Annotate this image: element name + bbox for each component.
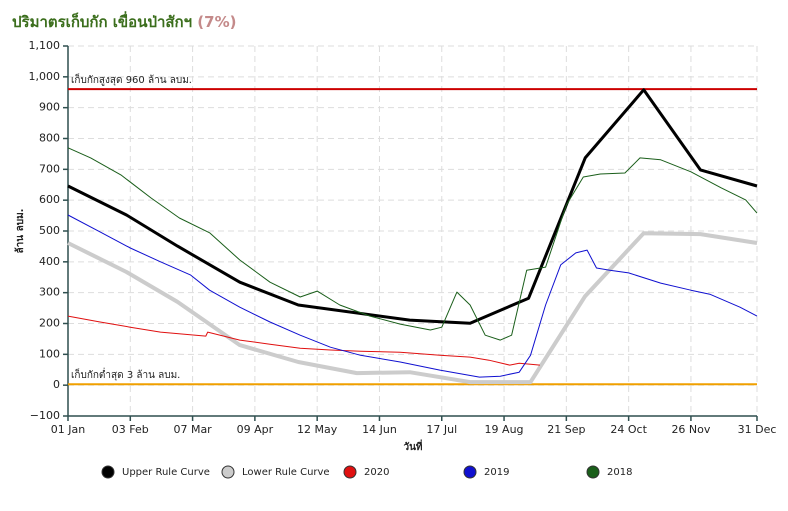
legend-label: 2019 <box>484 467 509 478</box>
legend-marker <box>343 465 357 479</box>
x-tick-label: 12 May <box>297 423 338 436</box>
reference-label: เก็บกักต่ำสุด 3 ล้าน ลบม. <box>71 367 180 381</box>
chart-title-note: (7%) <box>197 13 236 31</box>
y-tick-label: 800 <box>39 132 60 145</box>
x-tick-label: 24 Oct <box>610 423 647 436</box>
series-line <box>67 147 758 341</box>
legend-label: 2020 <box>364 467 389 478</box>
x-tick-label: 01 Jan <box>51 423 85 436</box>
y-tick-label: 300 <box>39 286 60 299</box>
series-line <box>67 231 758 385</box>
legend-label: 2018 <box>607 467 632 478</box>
y-tick-label: 600 <box>39 193 60 206</box>
x-tick-label: 17 Jul <box>426 423 457 436</box>
y-tick-label: 1,100 <box>29 39 61 52</box>
y-tick-label: 400 <box>39 255 60 268</box>
legend-marker <box>586 465 600 479</box>
series-line <box>67 214 758 378</box>
reference-label: เก็บกักสูงสุด 960 ล้าน ลบม. <box>71 72 192 86</box>
y-tick-label: 100 <box>39 347 60 360</box>
legend-label: Upper Rule Curve <box>122 467 210 478</box>
series-line <box>67 315 540 366</box>
chart-title-text: ปริมาตรเก็บกัก เขื่อนป่าสักฯ <box>12 11 192 31</box>
y-tick-label: 500 <box>39 224 60 237</box>
y-tick-label: 700 <box>39 162 60 175</box>
y-tick-label: 1,000 <box>29 70 61 83</box>
y-tick-label: 900 <box>39 101 60 114</box>
x-tick-label: 26 Nov <box>671 423 710 436</box>
x-tick-label: 07 Mar <box>173 423 212 436</box>
x-tick-label: 31 Dec <box>738 423 777 436</box>
x-tick-label: 14 Jun <box>362 423 397 436</box>
x-axis-label: วันที่ <box>403 439 422 453</box>
y-tick-label: 0 <box>53 378 60 391</box>
legend-label: Lower Rule Curve <box>242 467 330 478</box>
chart-title: ปริมาตรเก็บกัก เขื่อนป่าสักฯ (7%) <box>12 11 236 31</box>
y-axis-label: ล้าน ลบม. <box>14 209 26 254</box>
legend-marker <box>221 465 235 479</box>
x-tick-label: 03 Feb <box>112 423 149 436</box>
x-tick-label: 09 Apr <box>237 423 274 436</box>
y-tick-label: −100 <box>30 409 60 422</box>
series-line <box>67 88 758 325</box>
x-tick-label: 21 Sep <box>547 423 585 436</box>
legend-marker <box>101 465 115 479</box>
legend-marker <box>463 465 477 479</box>
y-tick-label: 200 <box>39 317 60 330</box>
x-tick-label: 19 Aug <box>485 423 524 436</box>
